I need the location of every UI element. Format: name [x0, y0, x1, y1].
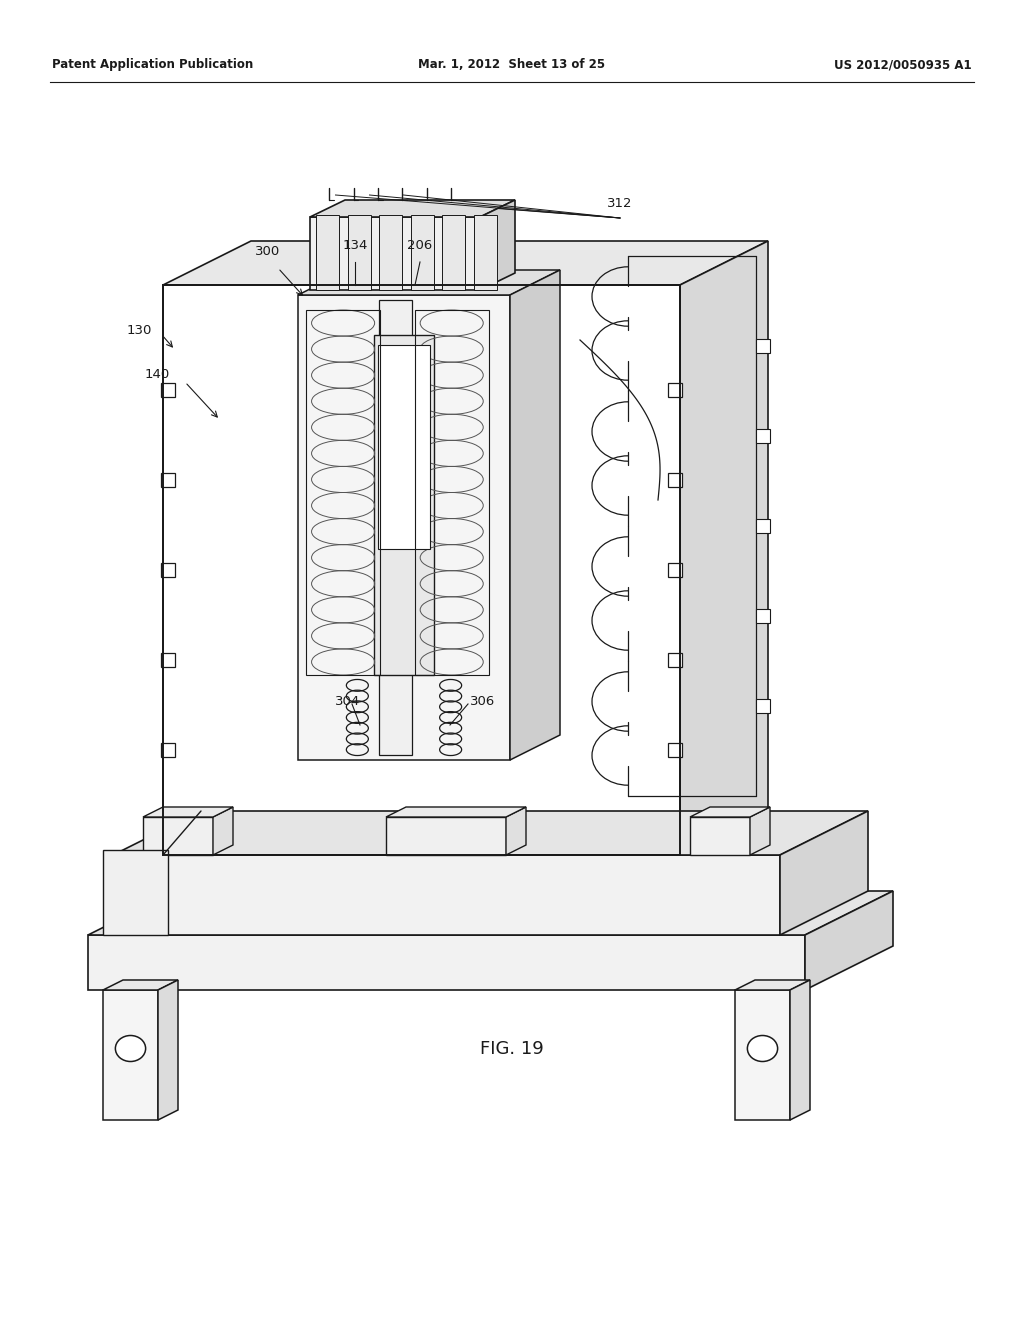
Polygon shape [668, 473, 682, 487]
Polygon shape [161, 653, 175, 667]
Text: 312: 312 [607, 197, 633, 210]
Text: 306: 306 [470, 696, 496, 708]
Polygon shape [158, 979, 178, 1119]
Polygon shape [310, 216, 480, 290]
Polygon shape [88, 891, 893, 935]
Polygon shape [756, 519, 770, 533]
Polygon shape [790, 979, 810, 1119]
Polygon shape [668, 564, 682, 577]
Polygon shape [163, 242, 768, 285]
Polygon shape [510, 271, 560, 760]
Polygon shape [756, 429, 770, 444]
Polygon shape [442, 215, 465, 290]
Polygon shape [375, 335, 434, 675]
Text: US 2012/0050935 A1: US 2012/0050935 A1 [835, 58, 972, 71]
Polygon shape [506, 807, 526, 855]
Polygon shape [143, 817, 213, 855]
Polygon shape [88, 935, 805, 990]
Polygon shape [298, 271, 560, 294]
Polygon shape [386, 807, 526, 817]
Text: Patent Application Publication: Patent Application Publication [52, 58, 253, 71]
Polygon shape [690, 817, 750, 855]
Polygon shape [756, 700, 770, 713]
Polygon shape [161, 473, 175, 487]
Polygon shape [680, 242, 768, 855]
Polygon shape [805, 891, 893, 990]
Ellipse shape [748, 1035, 777, 1061]
Polygon shape [780, 810, 868, 935]
Polygon shape [668, 653, 682, 667]
Polygon shape [690, 807, 770, 817]
Polygon shape [750, 807, 770, 855]
Polygon shape [668, 743, 682, 756]
Polygon shape [735, 979, 810, 990]
Polygon shape [113, 810, 868, 855]
Polygon shape [474, 215, 497, 290]
Polygon shape [161, 564, 175, 577]
Polygon shape [668, 383, 682, 397]
Polygon shape [316, 215, 339, 290]
Polygon shape [161, 743, 175, 756]
Polygon shape [378, 345, 430, 549]
Ellipse shape [116, 1035, 145, 1061]
Polygon shape [163, 285, 680, 855]
Polygon shape [379, 215, 402, 290]
Polygon shape [103, 850, 168, 935]
Polygon shape [310, 201, 515, 216]
Polygon shape [143, 807, 233, 817]
Text: 130: 130 [127, 323, 152, 337]
Polygon shape [735, 990, 790, 1119]
Polygon shape [756, 339, 770, 352]
Polygon shape [411, 215, 434, 290]
Polygon shape [379, 300, 413, 755]
Polygon shape [103, 990, 158, 1119]
Polygon shape [103, 979, 178, 990]
Polygon shape [480, 201, 515, 290]
Text: 206: 206 [408, 239, 432, 252]
Polygon shape [161, 383, 175, 397]
Polygon shape [213, 807, 233, 855]
Polygon shape [386, 817, 506, 855]
Polygon shape [756, 609, 770, 623]
Polygon shape [347, 215, 371, 290]
Polygon shape [113, 855, 780, 935]
Text: 300: 300 [255, 246, 281, 257]
Text: 134: 134 [342, 239, 368, 252]
Text: Mar. 1, 2012  Sheet 13 of 25: Mar. 1, 2012 Sheet 13 of 25 [419, 58, 605, 71]
Text: 140: 140 [144, 368, 170, 381]
Text: FIG. 19: FIG. 19 [480, 1040, 544, 1059]
Polygon shape [298, 294, 510, 760]
Text: 304: 304 [336, 696, 360, 708]
